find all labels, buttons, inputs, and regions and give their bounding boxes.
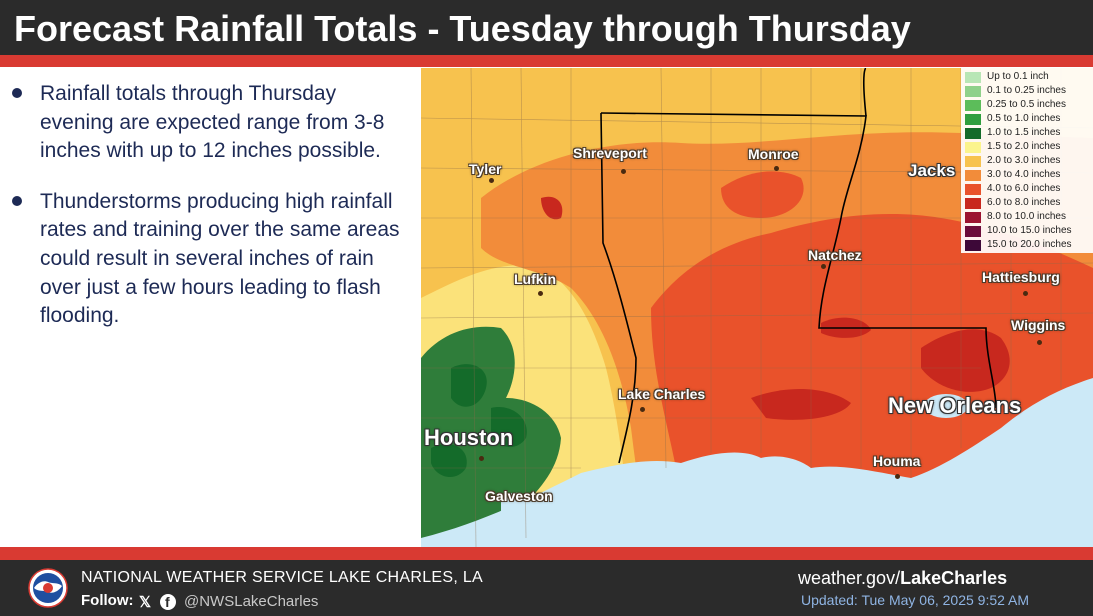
city-marker-icon <box>1037 340 1042 345</box>
city-label-lufkin: Lufkin <box>514 271 556 287</box>
legend-swatch <box>965 156 981 167</box>
city-label-shreveport: Shreveport <box>573 145 647 161</box>
city-label-jackson: Jacks <box>908 161 956 180</box>
legend-label: 0.25 to 0.5 inches <box>987 99 1066 110</box>
top-accent-bar <box>0 55 1093 67</box>
city-marker-icon <box>821 264 826 269</box>
bottom-accent-bar <box>0 547 1093 560</box>
page-title: Forecast Rainfall Totals - Tuesday throu… <box>14 8 911 49</box>
city-marker-icon <box>479 456 484 461</box>
legend-label: 2.0 to 3.0 inches <box>987 155 1061 166</box>
legend-item: 2.0 to 3.0 inches <box>965 155 1093 168</box>
legend-item: 3.0 to 4.0 inches <box>965 169 1093 182</box>
bullet-dot-icon <box>12 88 22 98</box>
legend-label: 10.0 to 15.0 inches <box>987 225 1072 236</box>
legend-label: 0.5 to 1.0 inches <box>987 113 1061 124</box>
city-marker-icon <box>774 166 779 171</box>
legend-swatch <box>965 240 981 251</box>
legend-label: 0.1 to 0.25 inches <box>987 85 1066 96</box>
bullet-item: Rainfall totals through Thursday evening… <box>12 80 407 166</box>
nws-logo-icon <box>28 568 68 608</box>
website-prefix: weather.gov/ <box>798 568 901 588</box>
facebook-icon[interactable]: f <box>160 594 176 610</box>
legend-swatch <box>965 226 981 237</box>
legend-label: 3.0 to 4.0 inches <box>987 169 1061 180</box>
city-label-monroe: Monroe <box>748 146 799 162</box>
legend-swatch <box>965 170 981 181</box>
city-marker-icon <box>640 407 645 412</box>
legend-item: 8.0 to 10.0 inches <box>965 211 1093 224</box>
city-marker-icon <box>895 474 900 479</box>
legend-item: 15.0 to 20.0 inches <box>965 239 1093 252</box>
bullet-list: Rainfall totals through Thursday evening… <box>12 80 407 331</box>
legend-swatch <box>965 198 981 209</box>
legend-item: 10.0 to 15.0 inches <box>965 225 1093 238</box>
legend-label: 6.0 to 8.0 inches <box>987 197 1061 208</box>
city-marker-icon <box>489 178 494 183</box>
bullet-text: Thunderstorms producing high rainfall ra… <box>40 189 400 328</box>
legend-swatch <box>965 128 981 139</box>
city-label-hattiesburg: Hattiesburg <box>982 269 1060 285</box>
legend-swatch <box>965 114 981 125</box>
city-marker-icon <box>538 291 543 296</box>
website-office: LakeCharles <box>900 568 1008 588</box>
header-bar: Forecast Rainfall Totals - Tuesday throu… <box>0 0 1093 60</box>
city-label-galveston: Galveston <box>485 488 553 504</box>
city-label-tyler: Tyler <box>469 161 502 177</box>
legend-label: 15.0 to 20.0 inches <box>987 239 1072 250</box>
legend-swatch <box>965 212 981 223</box>
legend-swatch <box>965 72 981 83</box>
rainfall-map: Up to 0.1 inch 0.1 to 0.25 inches 0.25 t… <box>421 68 1093 547</box>
legend-label: Up to 0.1 inch <box>987 71 1049 82</box>
bullet-item: Thunderstorms producing high rainfall ra… <box>12 188 407 331</box>
legend-item: 0.25 to 0.5 inches <box>965 99 1093 112</box>
x-icon[interactable]: 𝕏 <box>139 594 152 611</box>
updated-timestamp: Updated: Tue May 06, 2025 9:52 AM <box>801 592 1030 608</box>
legend-item: 6.0 to 8.0 inches <box>965 197 1093 210</box>
legend-item: Up to 0.1 inch <box>965 71 1093 84</box>
city-label-wiggins: Wiggins <box>1011 317 1066 333</box>
website-link[interactable]: weather.gov/LakeCharles <box>798 568 1007 589</box>
bullet-text: Rainfall totals through Thursday evening… <box>40 82 385 163</box>
legend-label: 1.5 to 2.0 inches <box>987 141 1061 152</box>
legend-swatch <box>965 100 981 111</box>
legend-label: 8.0 to 10.0 inches <box>987 211 1066 222</box>
legend-item: 1.5 to 2.0 inches <box>965 141 1093 154</box>
footer-bar <box>0 560 1093 616</box>
legend-swatch <box>965 184 981 195</box>
legend-swatch <box>965 86 981 97</box>
social-handle[interactable]: @NWSLakeCharles <box>184 593 319 610</box>
legend-label: 4.0 to 6.0 inches <box>987 183 1061 194</box>
legend-item: 4.0 to 6.0 inches <box>965 183 1093 196</box>
bullet-dot-icon <box>12 195 22 206</box>
legend-label: 1.0 to 1.5 inches <box>987 127 1061 138</box>
city-marker-icon <box>621 169 626 174</box>
city-label-houma: Houma <box>873 453 921 469</box>
legend-item: 0.1 to 0.25 inches <box>965 85 1093 98</box>
map-legend: Up to 0.1 inch 0.1 to 0.25 inches 0.25 t… <box>961 68 1093 253</box>
office-name: NATIONAL WEATHER SERVICE LAKE CHARLES, L… <box>81 569 484 586</box>
legend-swatch <box>965 142 981 153</box>
city-marker-icon <box>1023 291 1028 296</box>
city-label-new-orleans: New Orleans <box>888 393 1022 418</box>
legend-item: 1.0 to 1.5 inches <box>965 127 1093 140</box>
city-label-houston: Houston <box>424 425 514 450</box>
city-label-natchez: Natchez <box>808 247 862 263</box>
follow-label: Follow: <box>81 592 134 609</box>
legend-item: 0.5 to 1.0 inches <box>965 113 1093 126</box>
city-label-lake-charles: Lake Charles <box>618 386 706 402</box>
